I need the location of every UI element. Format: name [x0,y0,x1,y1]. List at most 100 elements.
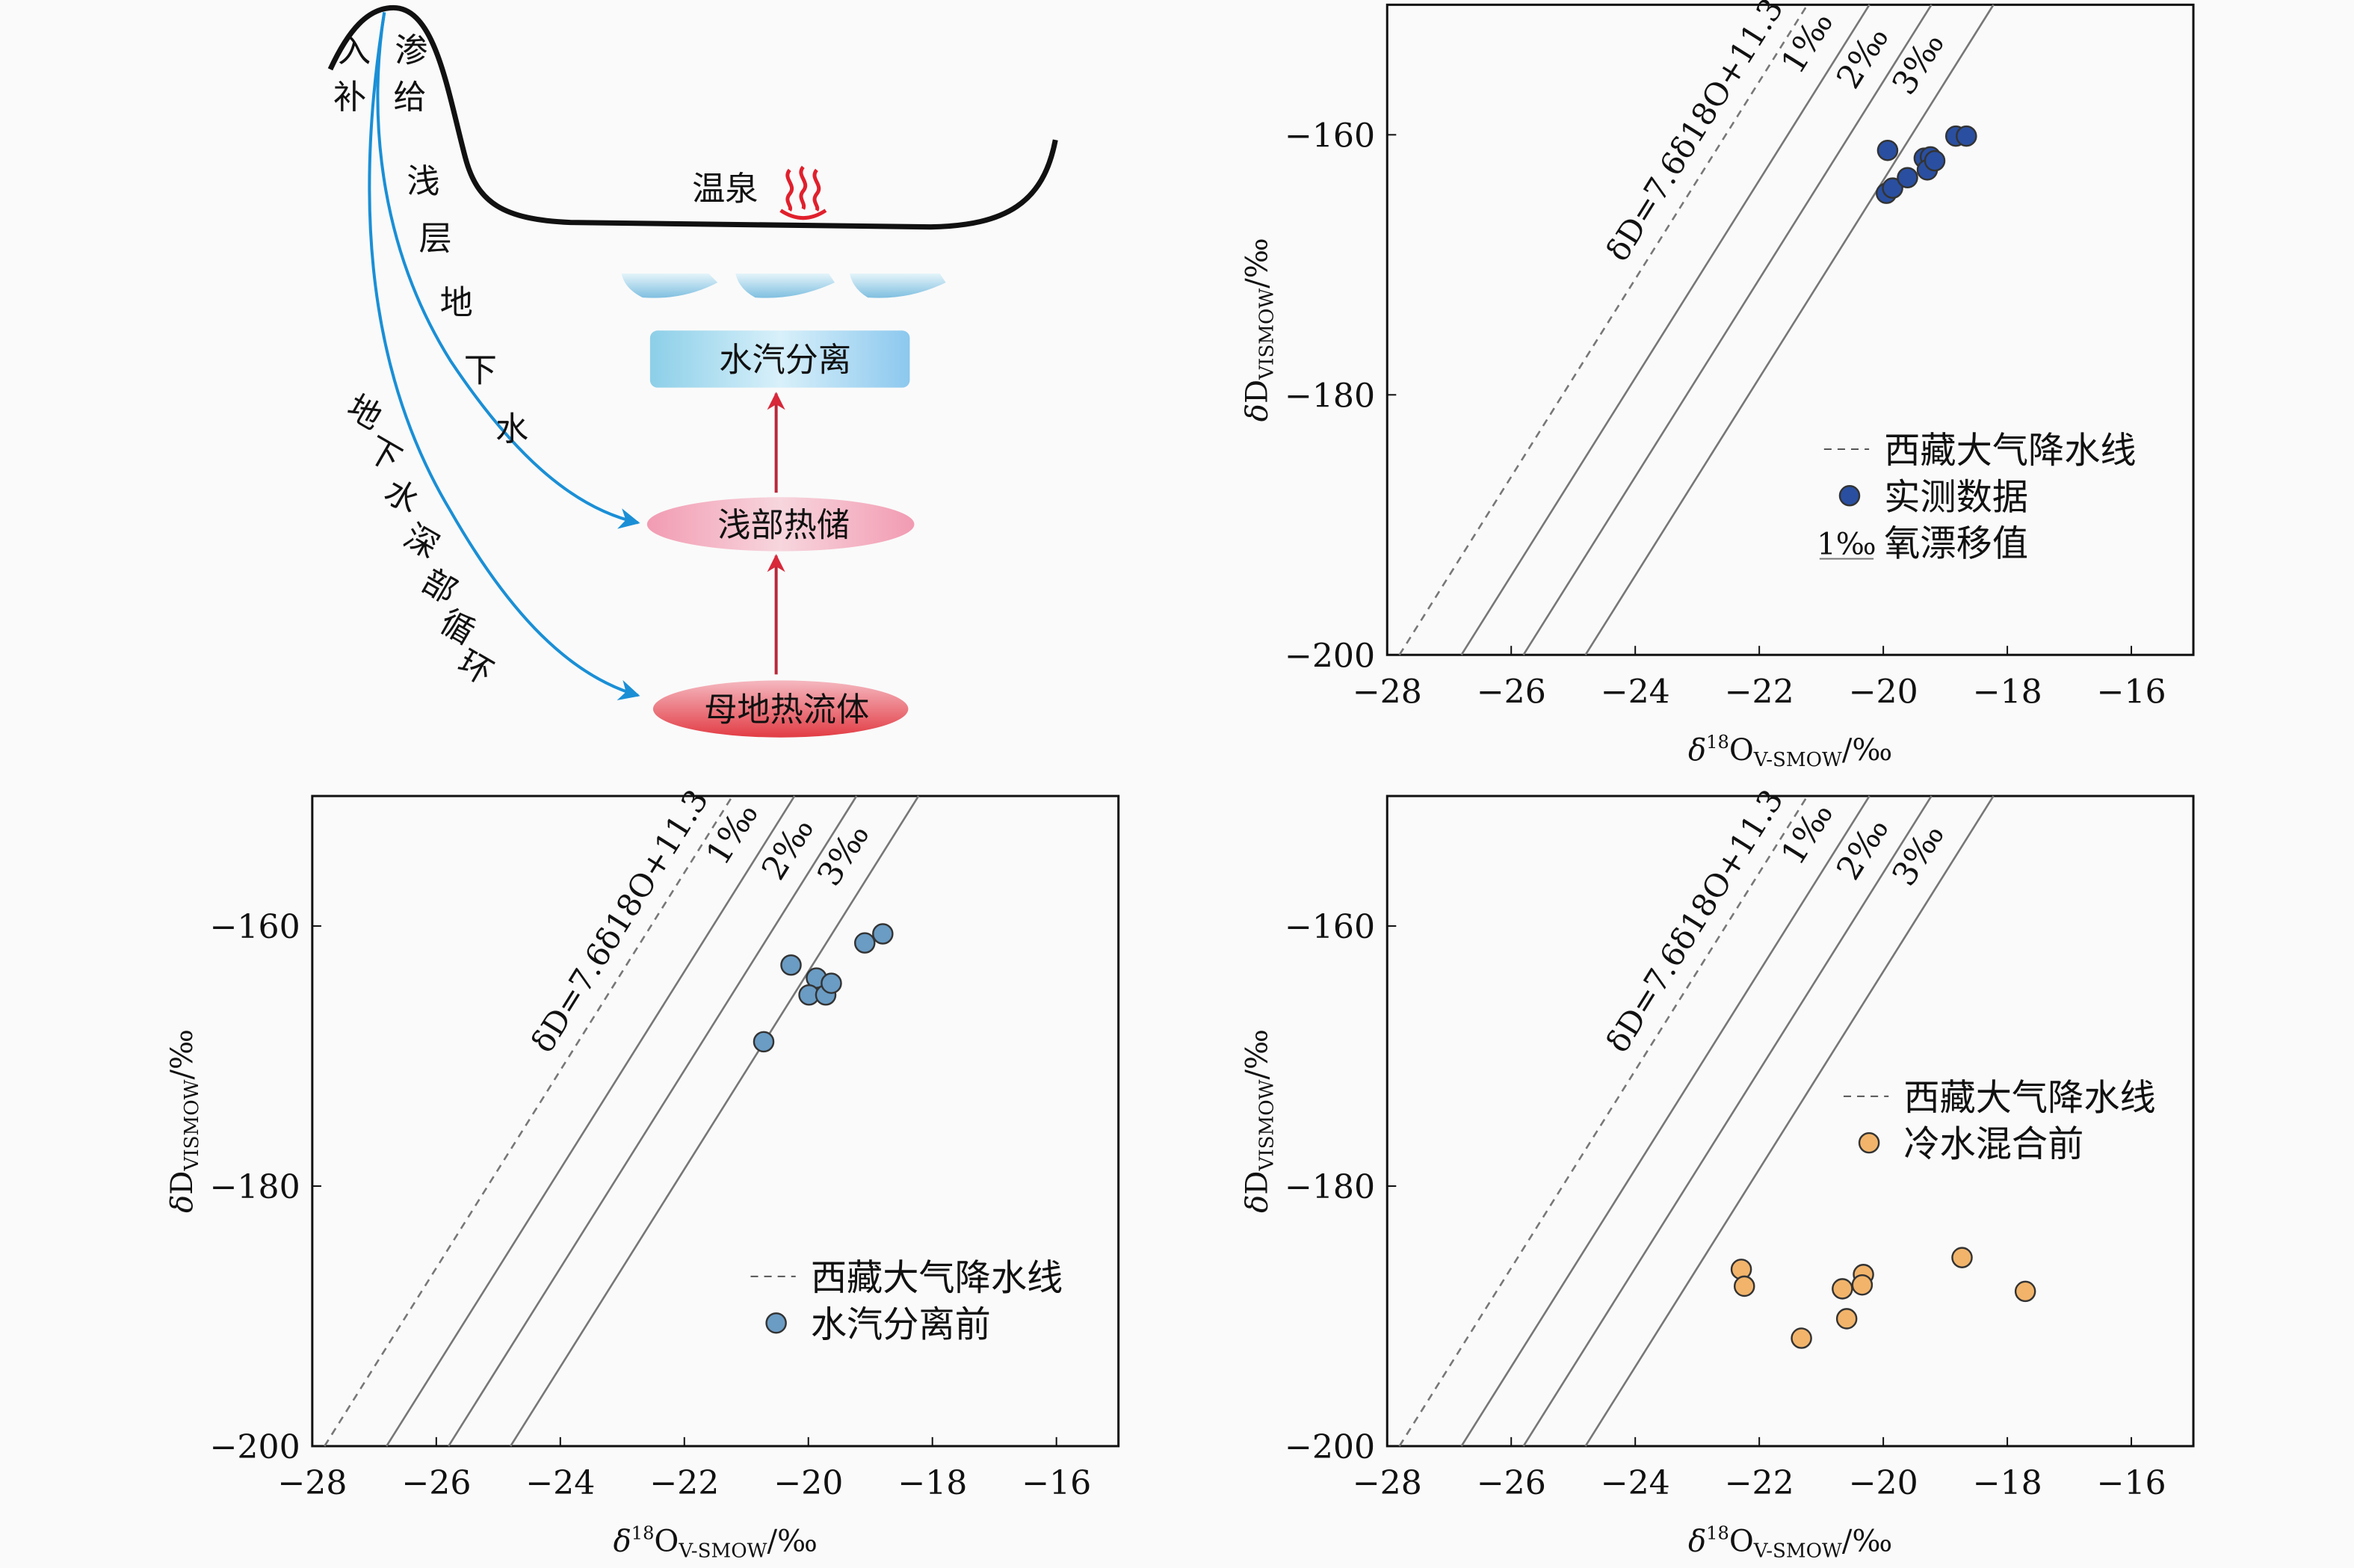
legend-label: 西藏大气降水线 [1884,430,2136,472]
legend-marker-icon [1838,485,1861,507]
oxygen-shift-line-3 [510,795,920,1447]
shallow-flow-arrow [376,12,640,529]
chart-bottom-right: −28 −26 −24 −22 −20 −18 −16 −160 −180 −200 δ18OV-S… [1241,783,2195,1563]
x-tick-label: −18 [1972,1464,2042,1502]
x-tick-label: −28 [277,1464,347,1502]
legend-marker-icon [1858,1132,1880,1154]
label-char: 渗 [395,32,427,70]
recharge-label-right: 渗给 [393,32,427,117]
steam-separation-label: 水汽分离 [719,342,851,380]
meteoric-water-line [1398,795,1808,1447]
legend-label: 冷水混合前 [1903,1123,2083,1165]
oxygen-shift-line-2 [1522,4,1933,655]
label-char: 补 [333,78,366,117]
x-tick-label: −16 [2096,1464,2166,1502]
data-point [780,954,802,976]
data-point [1733,1275,1755,1297]
x-tick-label: −18 [1972,673,2042,712]
label-char: 下 [360,430,408,479]
legend-shift-prefix: 1‰ [1817,528,1876,562]
legend-label: 实测数据 [1884,476,2028,518]
y-axis-label: δDVISMOW/‰ [1241,1029,1279,1213]
oxygen-shift-line-2 [448,795,858,1447]
label-char: 给 [393,78,426,117]
oxygen-shift-line-3 [1584,4,1995,655]
data-point [1835,1308,1858,1330]
chart-top-right: −28 −26 −24 −22 −20 −18 −16 −160 −180 −200 δ18OV-S… [1241,0,2195,771]
y-axis-label: δDVISMOW/‰ [165,1029,203,1213]
y-tick-label: −200 [1285,637,1375,675]
data-point [1791,1327,1812,1349]
ground-surface [327,4,1058,230]
data-point [1897,167,1918,189]
oxygen-shift-line-1 [1460,4,1870,655]
chart-bottom-left: −28 −26 −24 −22 −20 −18 −16 −160 −180 −200 δ18OV-S… [165,783,1120,1563]
label-char: 水 [378,472,426,522]
y-tick-label: −160 [1285,908,1375,946]
oxygen-shift-line-3 [1584,795,1995,1447]
label-char: 浅 [407,162,439,200]
x-tick-label: −22 [1725,1464,1794,1502]
data-point [872,923,894,945]
y-tick-label: −160 [1285,117,1375,155]
x-tick-label: −16 [1022,1464,1091,1502]
data-point [1882,177,1903,199]
y-tick-label: −200 [209,1428,300,1466]
oxygen-shift-line-1 [386,795,796,1447]
x-tick-label: −26 [401,1464,471,1502]
legend-label: 水汽分离前 [811,1303,991,1345]
oxygen-shift-line-1 [1460,795,1870,1447]
x-tick-label: −28 [1353,673,1422,712]
x-tick-label: −16 [2096,673,2166,712]
steam-separation-box [649,330,910,388]
parent-fluid-label: 母地热流体 [704,691,869,729]
label-char: 地 [340,388,388,437]
y-tick-label: −180 [209,1168,300,1206]
x-tick-label: −18 [898,1464,967,1502]
legend-label: 西藏大气降水线 [811,1257,1063,1299]
data-point [2014,1280,2036,1303]
data-point [1832,1278,1853,1300]
label-char: 深 [398,517,445,567]
data-point [821,972,842,994]
recharge-label-left: 入补 [333,32,371,117]
oxygen-shift-line-2 [1522,795,1933,1447]
x-tick-label: −24 [1601,673,1670,712]
data-point [853,932,876,954]
x-tick-label: −24 [1601,1464,1670,1502]
label-char: 地 [440,284,473,322]
y-axis-label: δDVISMOW/‰ [1241,238,1279,422]
label-char: 入 [338,32,371,70]
y-tick-label: −200 [1285,1428,1375,1466]
label-char: 水 [495,410,528,448]
x-tick-label: −26 [1477,673,1546,712]
x-axis-label: δ18OV-SMOW/‰ [614,1522,818,1562]
charts: −28 −26 −24 −22 −20 −18 −16 −160 −180 −200 δ18OV-S… [165,0,2195,1563]
shallow-reservoir-label: 浅部热储 [717,507,850,545]
x-axis-label: δ18OV-SMOW/‰ [1688,1522,1892,1562]
data-point [1924,149,1946,172]
x-tick-label: −24 [525,1464,595,1502]
data-point [1956,125,1977,147]
y-tick-label: −160 [209,908,300,946]
steam-icons [621,273,946,298]
data-point [1876,139,1899,161]
x-tick-label: −26 [1477,1464,1546,1502]
legend-label: 氧漂移值 [1884,523,2028,565]
x-tick-label: −20 [1848,673,1918,712]
legend-label: 西藏大气降水线 [1903,1077,2155,1119]
data-point [753,1031,775,1053]
label-char: 层 [418,220,451,258]
data-point [1851,1274,1873,1296]
x-tick-label: −20 [773,1464,843,1502]
x-axis-label: δ18OV-SMOW/‰ [1688,732,1892,771]
deep-flow-arrow [368,12,640,700]
parent-fluid-ellipse [652,680,909,738]
meteoric-water-line [1398,4,1808,655]
y-tick-label: −180 [1285,1168,1375,1206]
hot-spring-label: 温泉 [692,170,758,209]
